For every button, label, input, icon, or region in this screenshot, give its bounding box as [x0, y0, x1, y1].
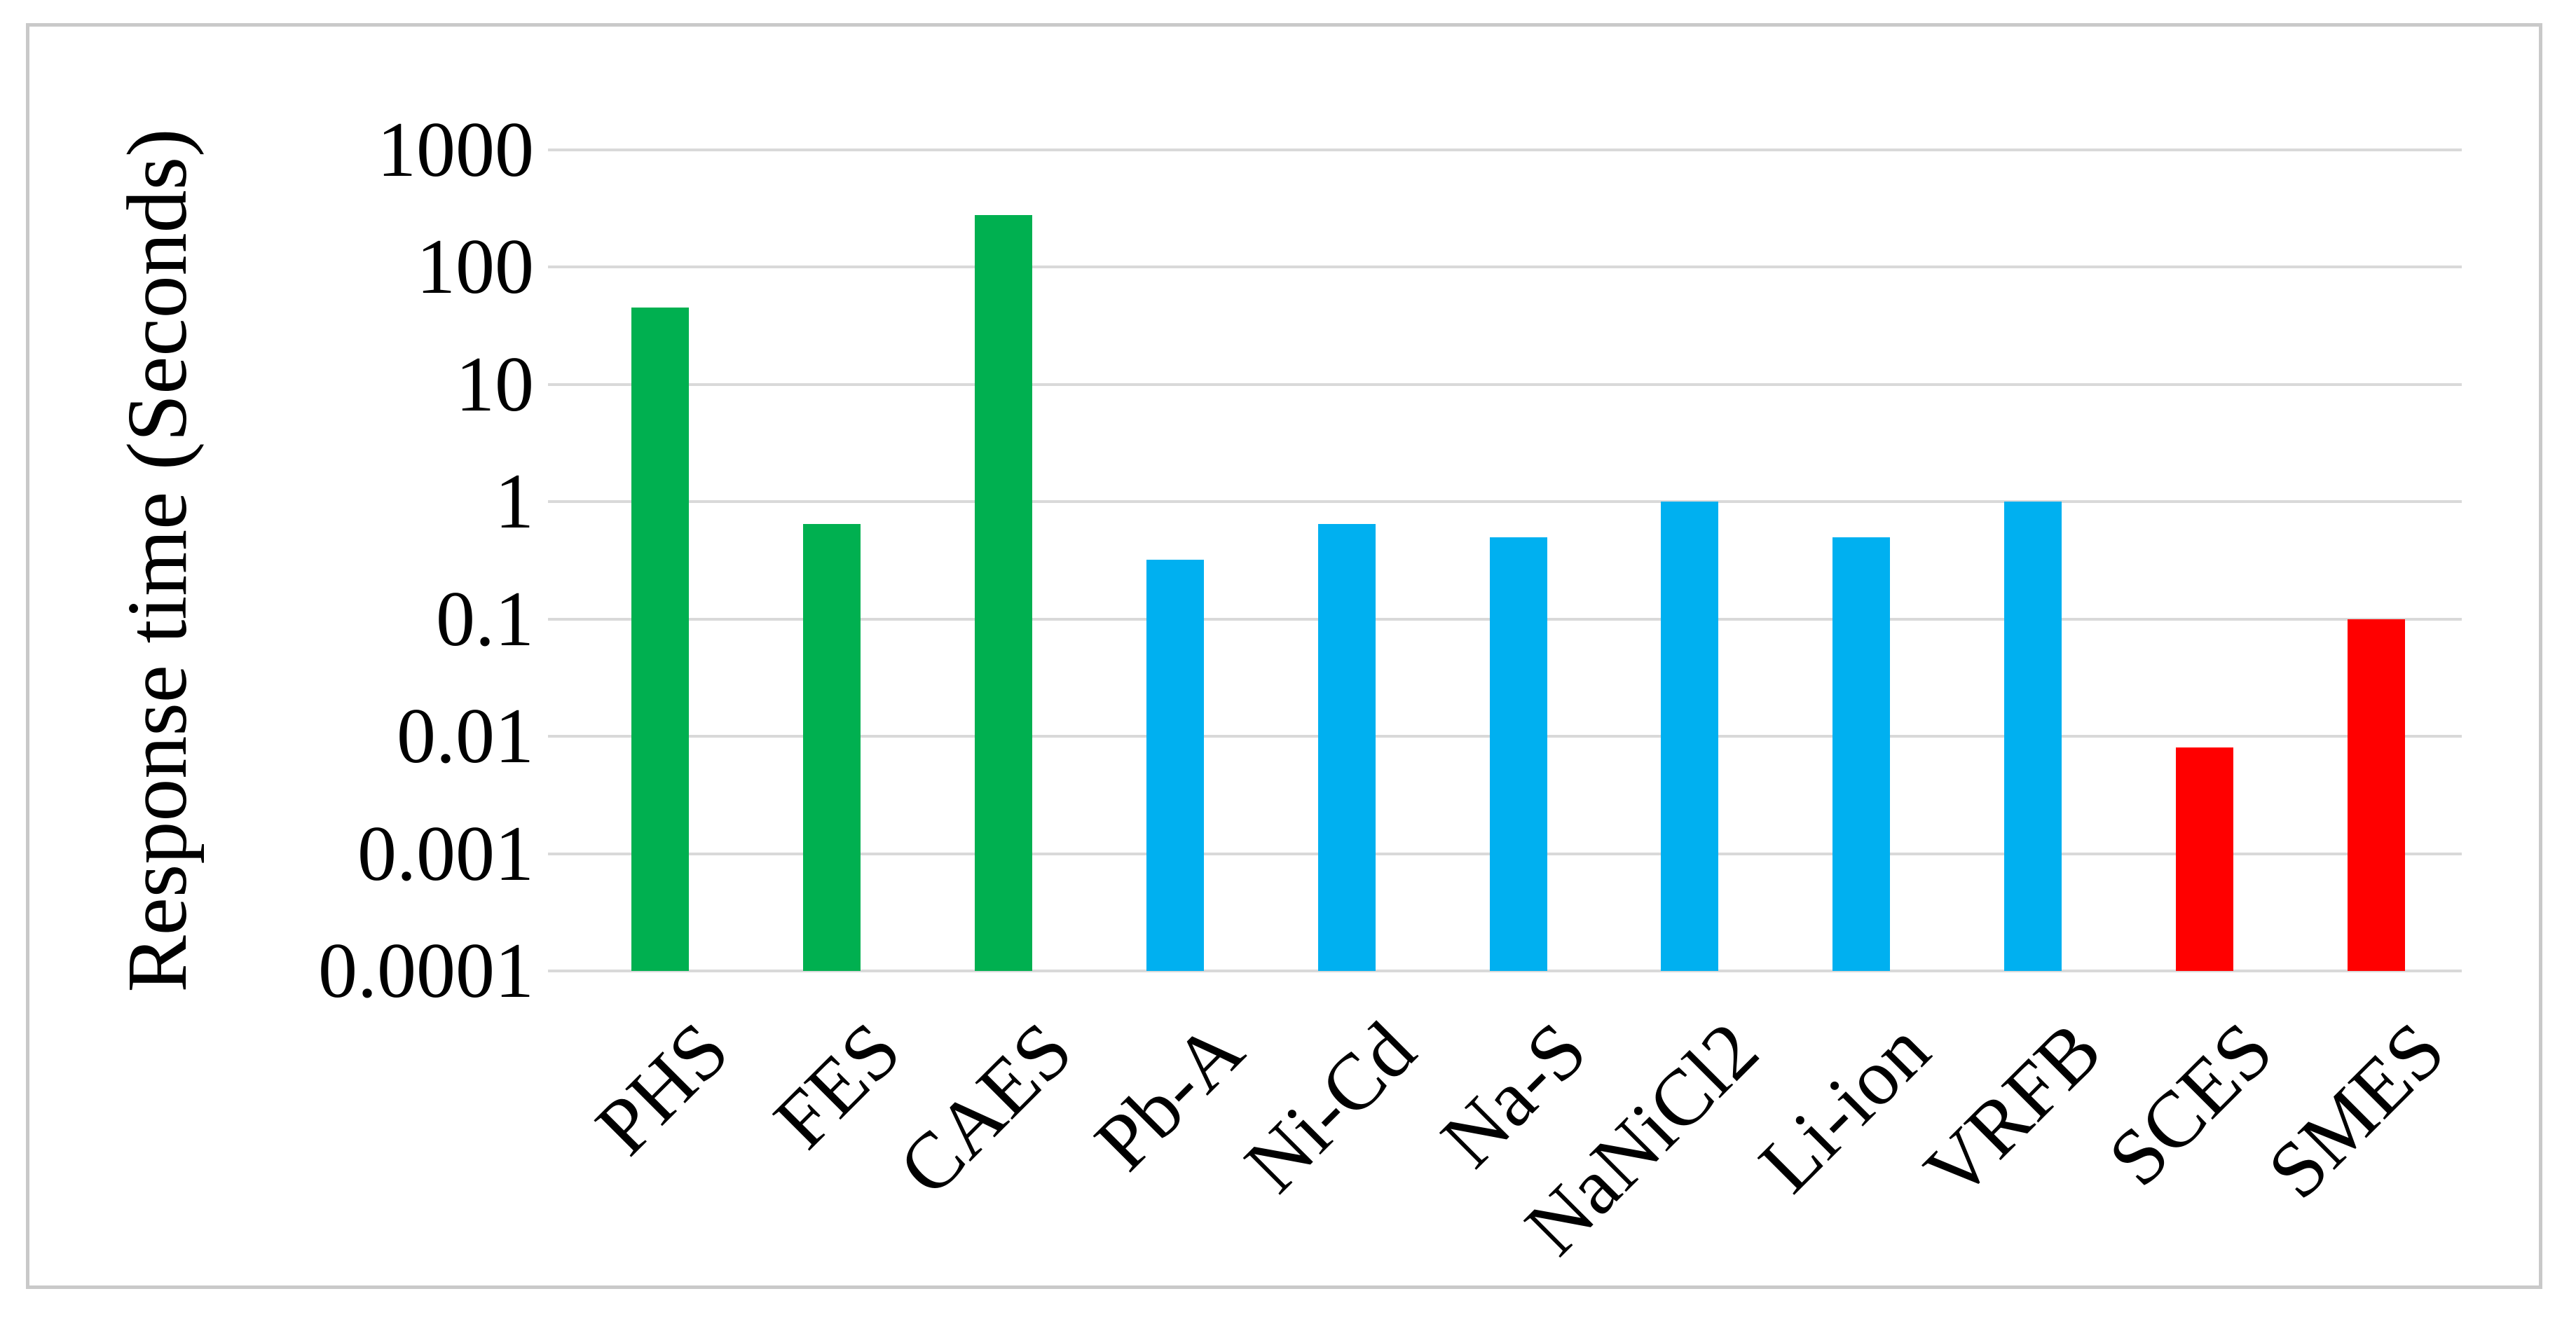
gridline-10: [575, 383, 2462, 386]
y-tick-label-0.1: 0.1: [436, 576, 534, 663]
bar-FES: [803, 524, 861, 971]
y-tick-mark-10: [548, 383, 575, 386]
bar-SMES: [2348, 619, 2405, 971]
bar-SCES: [2176, 747, 2233, 971]
figure-frame: [26, 23, 2542, 1289]
y-tick-mark-1000: [548, 149, 575, 151]
y-tick-label-1000: 1000: [377, 106, 534, 193]
y-tick-mark-0.01: [548, 735, 575, 738]
y-tick-mark-0.1: [548, 618, 575, 621]
bar-Li-ion: [1832, 537, 1890, 971]
y-tick-label-0.01: 0.01: [397, 693, 534, 780]
y-tick-label-0.0001: 0.0001: [318, 928, 534, 1014]
y-tick-mark-0.0001: [548, 970, 575, 972]
bar-PHS: [631, 308, 689, 971]
y-tick-mark-1: [548, 500, 575, 503]
bar-NaNiCl2: [1661, 502, 1718, 971]
bar-VRFB: [2004, 502, 2062, 971]
y-tick-mark-0.001: [548, 853, 575, 855]
gridline-0.0001: [575, 970, 2462, 972]
bar-Na-S: [1490, 537, 1547, 971]
gridline-1000: [575, 149, 2462, 151]
y-tick-label-100: 100: [416, 223, 534, 310]
y-tick-label-1: 1: [495, 458, 534, 545]
gridline-100: [575, 266, 2462, 268]
bar-Pb-A: [1146, 560, 1204, 971]
y-tick-label-10: 10: [455, 341, 534, 428]
y-tick-label-0.001: 0.001: [357, 811, 534, 897]
y-tick-mark-100: [548, 266, 575, 268]
bar-CAES: [975, 215, 1032, 971]
y-axis-title: Response time (Seconds): [110, 128, 205, 993]
gridline-1: [575, 500, 2462, 503]
bar-Ni-Cd: [1318, 524, 1376, 971]
